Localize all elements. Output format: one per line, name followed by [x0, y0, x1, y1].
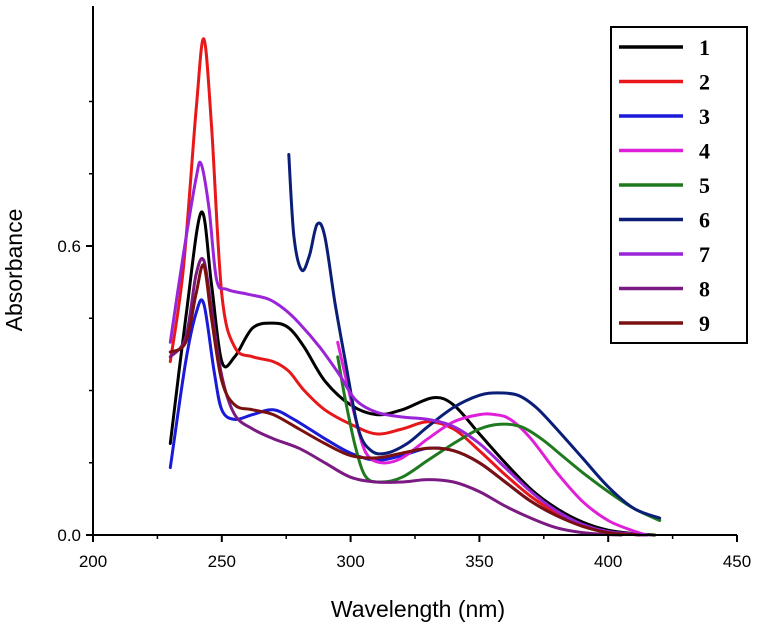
tick-marks: [86, 100, 738, 542]
series-line-9: [168, 263, 641, 537]
series-line-2: [168, 37, 649, 537]
legend-label-4: 4: [699, 139, 710, 164]
x-axis-title: Wavelength (nm): [331, 596, 505, 622]
series-line-1: [168, 210, 657, 537]
y-tick-label: 0.6: [57, 237, 81, 256]
legend-label-9: 9: [699, 311, 710, 336]
legend-label-2: 2: [699, 70, 710, 95]
legend-label-3: 3: [699, 104, 710, 129]
legend: 1 2 3 4 5 6 7 8 9: [610, 26, 748, 344]
tick-labels: 200 250 300 350 400 450 0.0 0.6: [57, 237, 751, 571]
legend-label-7: 7: [699, 242, 710, 267]
legend-label-6: 6: [699, 208, 710, 233]
series-line-7: [168, 160, 649, 537]
y-tick-label: 0.0: [57, 526, 81, 545]
plot-area: [168, 37, 662, 537]
series-line-5: [336, 355, 662, 522]
legend-label-8: 8: [699, 277, 710, 302]
series-line-6: [287, 153, 662, 520]
x-tick-label: 200: [79, 552, 107, 571]
y-axis-title: Absorbance: [1, 209, 27, 332]
legend-label-5: 5: [699, 173, 710, 198]
x-tick-label: 300: [336, 552, 364, 571]
x-tick-label: 450: [723, 552, 751, 571]
x-tick-label: 400: [594, 552, 622, 571]
x-tick-label: 350: [465, 552, 493, 571]
legend-label-1: 1: [699, 35, 710, 60]
series-line-4: [336, 340, 649, 537]
x-tick-label: 250: [208, 552, 236, 571]
